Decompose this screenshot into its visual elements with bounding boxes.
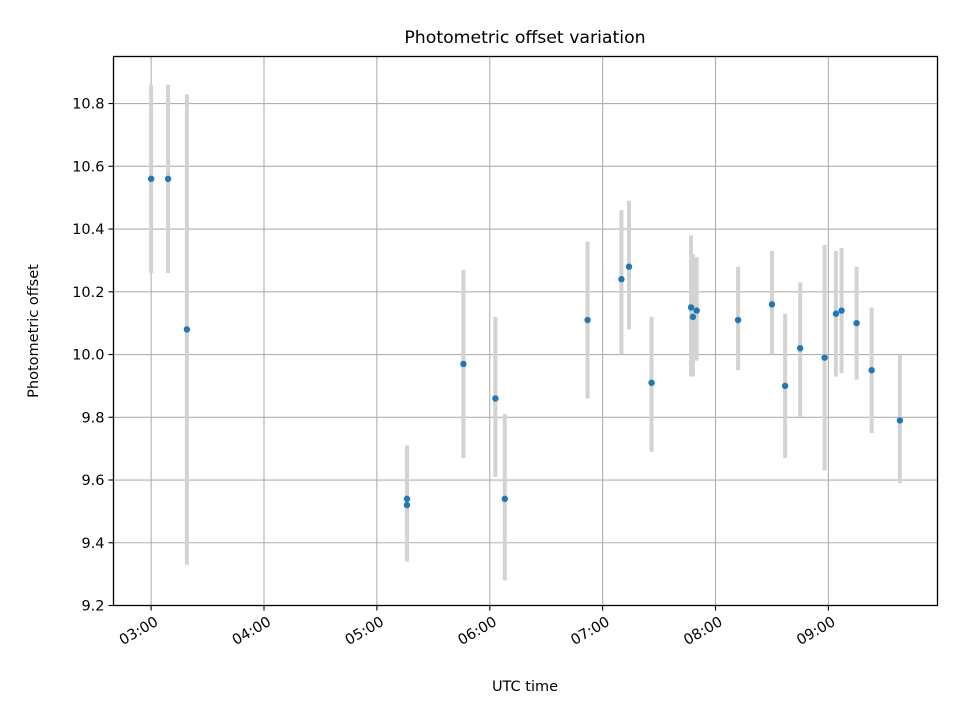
data-point xyxy=(768,301,776,308)
y-axis: 9.2 9.4 9.6 9.8 10.0 10.2 10.4 10.6 10.8 xyxy=(72,97,114,615)
data-point xyxy=(460,360,467,368)
data-point xyxy=(403,495,411,503)
data-point xyxy=(584,316,591,324)
data-points xyxy=(147,175,904,509)
y-axis-label: Photometric offset xyxy=(26,264,42,398)
y-tick-label: 10.2 xyxy=(72,285,104,301)
y-tick-label: 10.0 xyxy=(72,348,104,364)
data-point xyxy=(796,345,804,352)
data-point xyxy=(687,304,695,311)
data-point xyxy=(781,382,789,390)
data-point xyxy=(821,354,828,361)
data-point xyxy=(648,379,655,386)
data-point xyxy=(183,326,191,333)
y-tick-label: 9.4 xyxy=(81,536,104,552)
data-point xyxy=(853,319,860,327)
y-tick-label: 10.8 xyxy=(72,97,104,113)
plot-frame xyxy=(112,55,939,607)
data-point xyxy=(896,417,904,424)
data-point xyxy=(164,175,172,183)
data-point xyxy=(618,276,625,283)
data-point xyxy=(832,310,840,317)
data-point xyxy=(693,307,700,314)
data-point xyxy=(689,313,697,321)
y-tick-label: 9.2 xyxy=(81,599,104,615)
data-point xyxy=(147,175,155,183)
y-tick-label: 9.6 xyxy=(81,473,104,489)
data-point xyxy=(492,395,499,402)
data-point xyxy=(501,495,509,503)
y-tick-label: 9.8 xyxy=(81,410,104,426)
x-axis-label: UTC time xyxy=(492,679,558,695)
data-point xyxy=(838,307,845,314)
data-point xyxy=(625,263,633,270)
y-tick-label: 10.6 xyxy=(72,159,104,175)
y-tick-label: 10.4 xyxy=(72,222,104,238)
data-point xyxy=(734,316,742,324)
data-point xyxy=(403,501,411,509)
chart-title: Photometric offset variation xyxy=(404,28,645,48)
data-point xyxy=(868,367,875,374)
